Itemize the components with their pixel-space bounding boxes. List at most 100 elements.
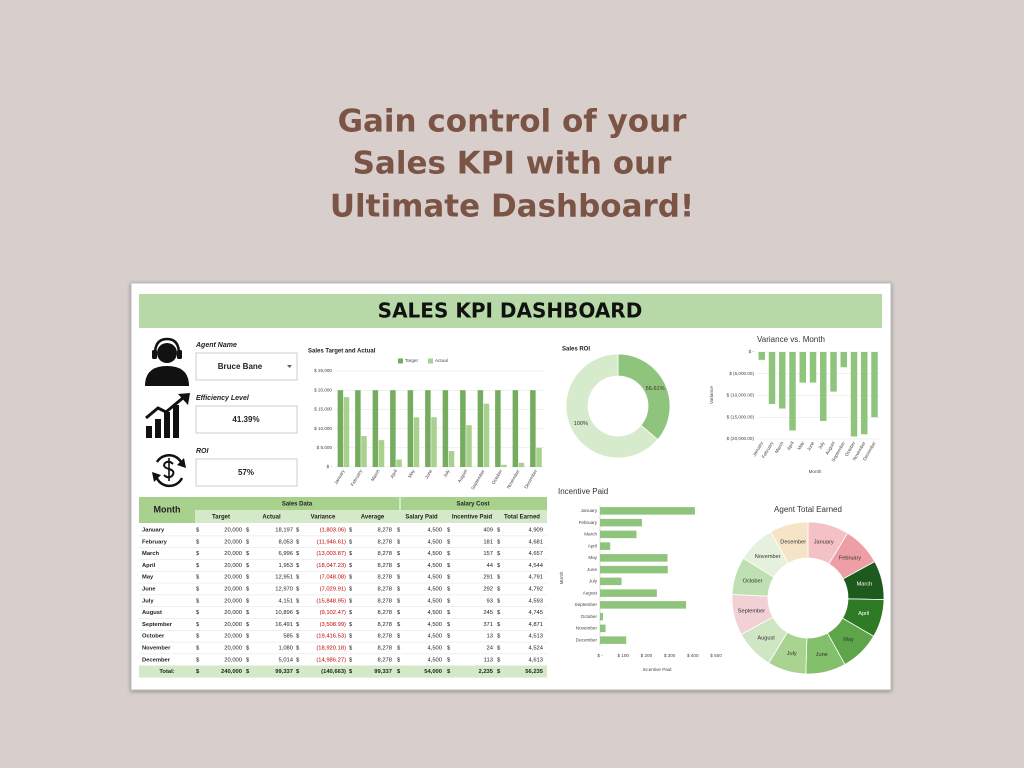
table-cell: 20,000 (224, 657, 242, 663)
y-tick-label: $ - (327, 464, 333, 469)
segment-label: February (839, 555, 862, 561)
segment-label: January (814, 540, 834, 546)
table-cell: 8,278 (377, 575, 392, 581)
table-cell: 20,000 (224, 539, 242, 545)
bar (495, 390, 501, 467)
kpi-label: ROI (196, 448, 210, 455)
table-cell: 20,000 (224, 563, 242, 569)
table-cell: 8,053 (278, 539, 293, 545)
agent-select[interactable] (195, 352, 298, 381)
total-label: Total: (159, 669, 174, 675)
currency-sign: $ (447, 669, 451, 675)
segment-label: December (780, 539, 806, 545)
currency-sign: $ (497, 646, 501, 652)
bar (600, 530, 637, 539)
bar (600, 589, 657, 597)
currency-sign: $ (447, 610, 451, 616)
currency-sign: $ (497, 622, 501, 628)
bar (600, 636, 627, 644)
bar (809, 352, 817, 383)
table-cell: 4,500 (427, 622, 442, 628)
segment-label: April (858, 611, 869, 617)
currency-sign: $ (246, 528, 250, 534)
title-bar (139, 294, 882, 328)
currency-sign: $ (246, 563, 250, 569)
headline: Gain control of your (338, 104, 688, 140)
table-cell: 93 (487, 598, 493, 604)
table-cell: 8,278 (377, 528, 392, 534)
table-cell: 4,500 (427, 598, 442, 604)
currency-sign: $ (196, 551, 200, 557)
kpi-label: Efficiency Level (196, 395, 250, 402)
currency-sign: $ (349, 634, 353, 640)
y-axis-label: Variance (709, 386, 714, 404)
currency-sign: $ (497, 563, 501, 569)
currency-sign: $ (397, 657, 401, 663)
table-cell: 8,278 (377, 646, 392, 652)
currency-sign: $ (497, 587, 501, 593)
month-header: Month (154, 504, 181, 514)
x-tick-label: June (806, 440, 816, 452)
dropdown-arrow[interactable] (287, 365, 292, 368)
currency-sign: $ (246, 669, 250, 675)
currency-sign: $ (196, 669, 200, 675)
y-tick-label: $ (15,000.00) (727, 414, 755, 419)
row-month: November (142, 646, 171, 652)
currency-sign: $ (397, 551, 401, 557)
currency-sign: $ (196, 598, 200, 604)
segment-label: November (755, 554, 781, 560)
bar (840, 352, 847, 368)
currency-sign: $ (397, 669, 401, 675)
y-tick-label: $ (20,000.00) (727, 436, 755, 441)
currency-sign: $ (497, 634, 501, 640)
segment-label: October (743, 578, 763, 584)
table-cell: 20,000 (224, 634, 242, 640)
bar (600, 518, 642, 527)
table-cell: 4,500 (427, 634, 442, 640)
x-tick-label: $ 200 (641, 653, 653, 658)
bar (448, 451, 455, 467)
table-cell: 4,657 (528, 551, 543, 557)
currency-sign: $ (296, 610, 300, 616)
currency-sign: $ (246, 551, 250, 557)
table-cell: 4,500 (427, 610, 442, 616)
bar (518, 462, 525, 467)
y-tick-label: $ 10,000 (314, 426, 332, 431)
bar (355, 390, 361, 467)
table-cell: 13 (487, 634, 493, 640)
bar (407, 390, 414, 467)
row-month: October (142, 634, 165, 640)
table-cell: 20,000 (224, 551, 242, 557)
chart-title: Sales Target and Actual (308, 349, 376, 355)
table-cell: 8,278 (377, 610, 392, 616)
currency-sign: $ (497, 669, 501, 675)
bar (600, 542, 611, 550)
currency-sign: $ (296, 657, 300, 663)
currency-sign: $ (246, 587, 250, 593)
row-month: May (142, 575, 154, 581)
currency-sign: $ (246, 634, 250, 640)
table-cell: 20,000 (224, 598, 242, 604)
y-tick-label: September (575, 602, 598, 607)
currency-sign: $ (196, 575, 200, 581)
legend-swatch (398, 358, 403, 364)
table-cell: 44 (487, 563, 494, 569)
y-tick-label: November (576, 626, 598, 631)
row-month: March (142, 551, 160, 557)
currency-sign: $ (196, 587, 200, 593)
y-tick-label: December (576, 637, 598, 642)
table-cell: 4,791 (528, 575, 543, 581)
group-header-cell (195, 497, 547, 510)
currency-sign: $ (246, 539, 250, 545)
x-tick-label: March (774, 440, 785, 454)
chart-title: Incentive Paid (558, 487, 608, 496)
currency-sign: $ (497, 610, 501, 616)
table-cell: 20,000 (224, 575, 242, 581)
x-tick-label: May (796, 440, 805, 451)
y-tick-label: August (583, 590, 598, 595)
currency-sign: $ (296, 563, 300, 569)
currency-sign: $ (447, 587, 451, 593)
table-cell: 4,909 (528, 528, 543, 534)
table-cell: 16,491 (275, 622, 293, 628)
bar (600, 612, 604, 621)
